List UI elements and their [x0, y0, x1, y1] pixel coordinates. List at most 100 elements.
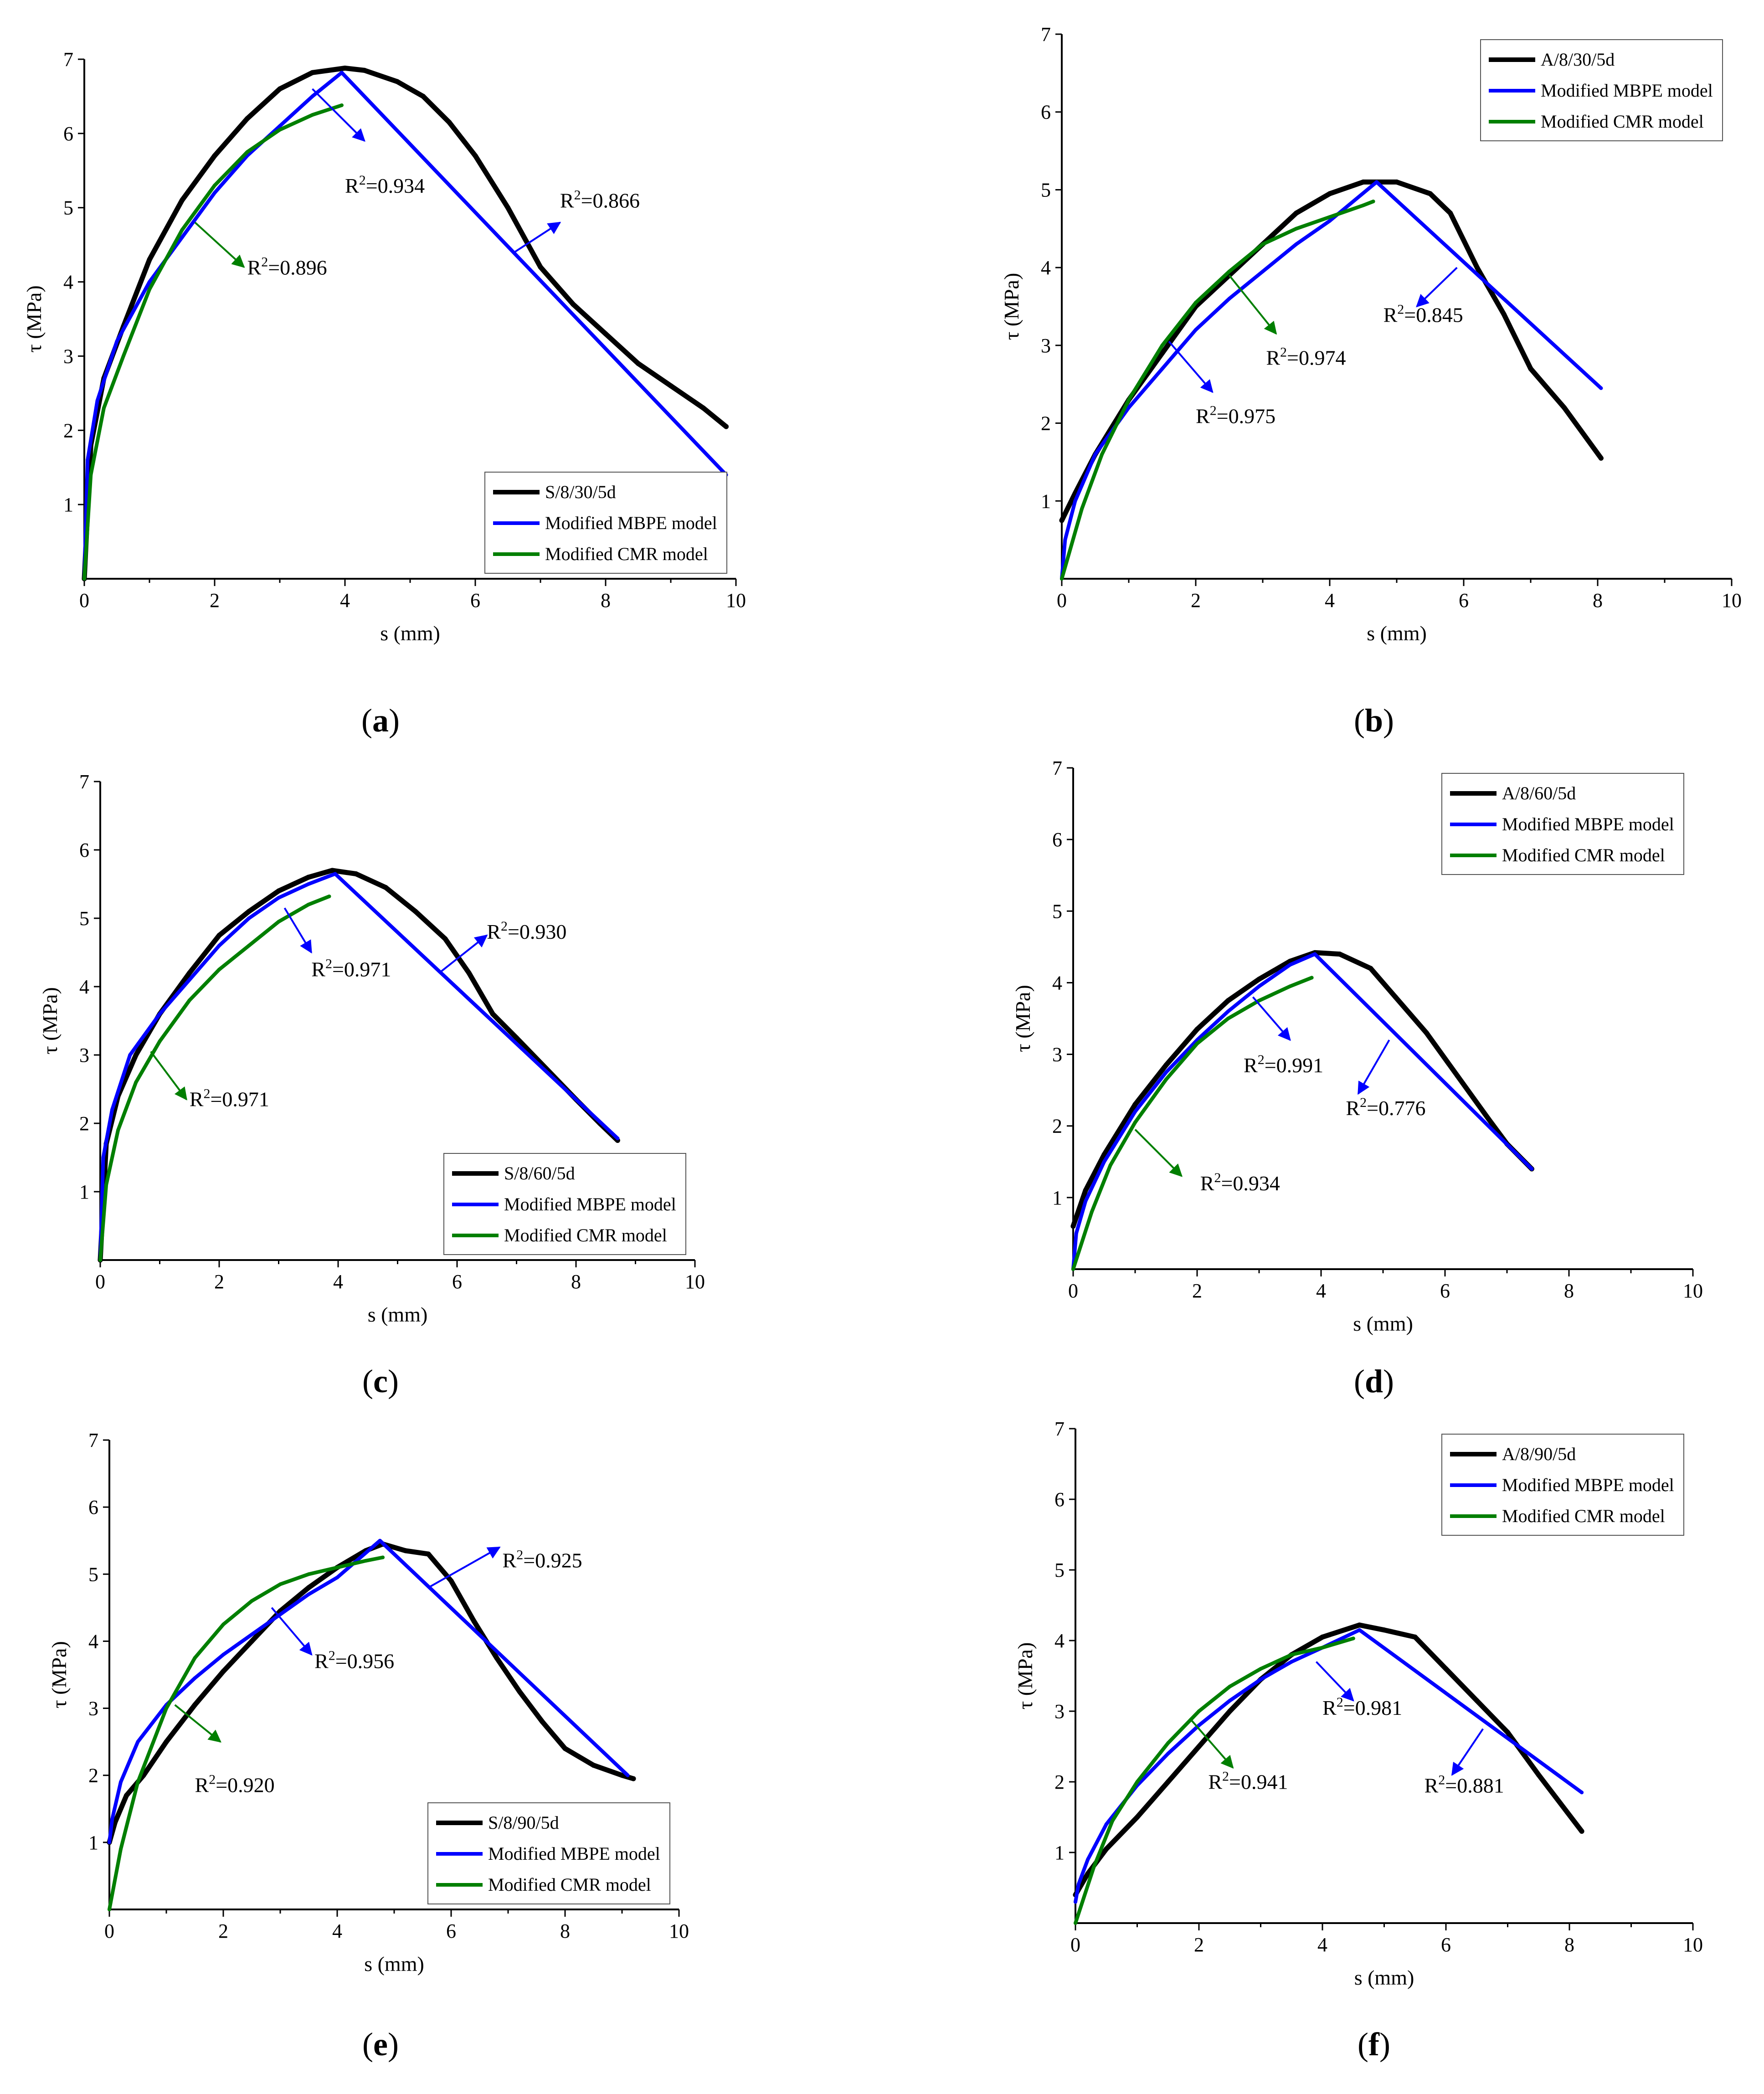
y-tick-label: 3	[63, 345, 73, 367]
x-tick-label: 0	[1057, 589, 1067, 612]
r-squared-label: R2=0.971	[190, 1086, 269, 1111]
data-point-mbpe	[1074, 1231, 1078, 1235]
y-tick-label: 5	[1054, 1559, 1065, 1581]
legend-label: A/8/60/5d	[1502, 783, 1576, 803]
data-point-experimental	[701, 405, 706, 411]
y-tick-label: 3	[1052, 1044, 1062, 1066]
legend-label: Modified CMR model	[488, 1874, 651, 1895]
data-point-experimental	[187, 970, 192, 976]
data-point-mbpe	[95, 399, 99, 403]
data-point-experimental	[1536, 1772, 1541, 1777]
data-point-experimental	[1428, 191, 1433, 196]
data-point-experimental	[1394, 179, 1399, 185]
legend-label: Modified CMR model	[504, 1225, 667, 1245]
data-point-experimental	[1486, 1116, 1491, 1122]
caption-a: (a)	[361, 702, 400, 739]
data-point-experimental	[1448, 211, 1453, 216]
x-tick-label: 10	[1683, 1280, 1703, 1302]
data-point-experimental	[277, 86, 283, 92]
data-point-experimental	[403, 1548, 408, 1554]
data-point-mbpe	[217, 944, 221, 947]
data-point-mbpe	[1086, 1857, 1090, 1862]
x-tick-label: 10	[726, 589, 746, 612]
data-point-cmr	[1111, 1819, 1115, 1823]
x-tick-label: 2	[218, 1920, 228, 1942]
data-point-cmr	[213, 183, 216, 187]
annotation-arrow	[1316, 1661, 1354, 1702]
x-tick-label: 2	[1194, 1934, 1204, 1956]
data-point-cmr	[1195, 1042, 1199, 1045]
annotation-arrow	[283, 907, 312, 954]
y-tick-label: 4	[1054, 1630, 1065, 1652]
x-tick-label: 10	[669, 1920, 689, 1942]
annotation-arrow	[150, 1051, 187, 1101]
y-axis-label: τ (MPa)	[1013, 1642, 1037, 1710]
data-point-mbpe	[1160, 367, 1164, 371]
x-tick-label: 6	[452, 1271, 462, 1293]
annotation-arrow	[174, 1704, 221, 1743]
r-squared-label: R2=0.866	[560, 188, 640, 212]
y-axis-label: τ (MPa)	[22, 285, 46, 353]
data-point-experimental	[473, 153, 478, 159]
y-tick-label: 3	[1054, 1700, 1065, 1723]
y-tick-label: 7	[1041, 23, 1051, 46]
x-axis-label: s (mm)	[1367, 622, 1427, 645]
data-point-mbpe	[1288, 963, 1292, 967]
data-point-mbpe	[1228, 1698, 1232, 1703]
data-point-experimental	[619, 1773, 625, 1778]
annotation-arrow	[514, 221, 561, 253]
r-squared-label: R2=0.941	[1208, 1769, 1288, 1794]
r-squared-label: R2=0.971	[311, 957, 391, 981]
caption-b: (b)	[1353, 702, 1394, 739]
y-tick-label: 6	[1054, 1488, 1065, 1511]
data-point-experimental	[1070, 1224, 1076, 1229]
data-point-experimental	[192, 1702, 197, 1708]
y-tick-label: 1	[1041, 490, 1051, 512]
data-point-cmr	[1080, 507, 1084, 511]
data-point-experimental	[603, 331, 608, 337]
data-point-mbpe	[1093, 452, 1097, 456]
data-point-mbpe	[187, 978, 191, 982]
x-tick-label: 0	[79, 589, 89, 612]
data-point-cmr	[102, 406, 106, 410]
data-point-experimental	[1085, 1871, 1090, 1876]
data-point-experimental	[383, 885, 388, 890]
data-point-experimental	[124, 1793, 129, 1798]
x-tick-label: 8	[1593, 589, 1603, 612]
annotation-arrow	[1252, 996, 1291, 1041]
series-line-mbpe	[1071, 952, 1534, 1271]
y-axis-label: τ (MPa)	[38, 987, 62, 1055]
data-point-mbpe	[193, 1676, 197, 1680]
x-axis-label: s (mm)	[368, 1303, 428, 1326]
y-tick-label: 6	[1052, 828, 1062, 851]
data-point-mbpe	[335, 1575, 339, 1580]
y-tick-label: 6	[1041, 101, 1051, 123]
data-point-mbpe	[339, 71, 344, 75]
y-tick-label: 7	[1054, 1418, 1065, 1440]
data-point-cmr	[1164, 1077, 1168, 1081]
annotation-arrow	[271, 1607, 313, 1656]
data-point-experimental	[1104, 1846, 1109, 1852]
legend-label: Modified CMR model	[1502, 1506, 1665, 1526]
x-tick-label: 0	[1068, 1280, 1078, 1302]
data-point-mbpe	[101, 1156, 105, 1159]
y-tick-label: 6	[79, 839, 89, 861]
y-tick-label: 2	[79, 1112, 89, 1135]
data-point-experimental	[1256, 977, 1262, 982]
legend-label: Modified MBPE model	[488, 1843, 660, 1864]
data-point-experimental	[490, 1011, 495, 1017]
data-point-mbpe	[221, 1652, 225, 1657]
data-point-experimental	[1424, 1030, 1429, 1035]
data-point-mbpe	[310, 94, 314, 98]
data-point-mbpe	[1599, 386, 1603, 390]
annotation-arrow	[1357, 1039, 1390, 1095]
data-point-cmr	[278, 1582, 282, 1586]
data-point-experimental	[1455, 1073, 1460, 1079]
